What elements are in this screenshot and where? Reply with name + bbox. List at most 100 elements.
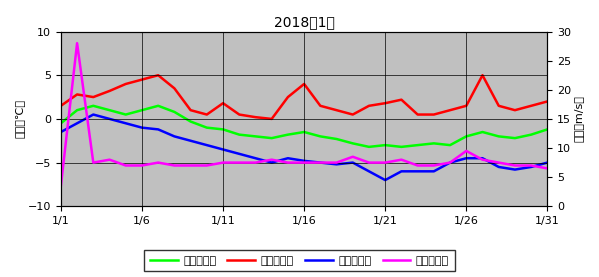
日平均風速 <box>301 161 308 164</box>
日最低気温 <box>301 159 308 163</box>
日最低気温 <box>382 178 389 182</box>
日最高気温 <box>333 109 340 112</box>
日最低気温 <box>90 113 97 116</box>
日最高気温 <box>512 109 519 112</box>
日最低気温 <box>252 157 259 160</box>
Title: 2018年1月: 2018年1月 <box>274 15 335 29</box>
日平均風速 <box>398 158 405 161</box>
日最高気温 <box>155 74 162 77</box>
日最高気温 <box>74 93 81 96</box>
日最高気温 <box>430 113 437 116</box>
日最低気温 <box>219 148 226 151</box>
日最高気温 <box>528 104 535 107</box>
日最高気温 <box>446 109 453 112</box>
日最低気温 <box>495 165 503 169</box>
日最高気温 <box>301 82 308 86</box>
日最低気温 <box>462 157 470 160</box>
日最低気温 <box>203 143 210 147</box>
日最高気温 <box>495 104 503 107</box>
日最低気温 <box>235 152 243 155</box>
日平均風速 <box>138 164 146 167</box>
日平均風速 <box>446 161 453 164</box>
Y-axis label: 気温（℃）: 気温（℃） <box>15 99 25 138</box>
日平均気温 <box>58 122 65 125</box>
日平均気温 <box>74 109 81 112</box>
日平均風速 <box>187 164 194 167</box>
日平均風速 <box>462 149 470 153</box>
日最低気温 <box>512 168 519 171</box>
日最低気温 <box>155 128 162 131</box>
日平均気温 <box>430 142 437 145</box>
日平均気温 <box>187 120 194 123</box>
日最高気温 <box>398 98 405 101</box>
日最高気温 <box>138 78 146 81</box>
日最低気温 <box>528 165 535 169</box>
日平均風速 <box>74 42 81 45</box>
日平均気温 <box>479 130 486 134</box>
日最高気温 <box>382 102 389 105</box>
日平均気温 <box>106 109 113 112</box>
日最高気温 <box>349 113 356 116</box>
日平均気温 <box>365 145 373 148</box>
日平均風速 <box>235 161 243 164</box>
日平均気温 <box>414 143 421 147</box>
Line: 日平均気温: 日平均気温 <box>61 106 547 147</box>
日最低気温 <box>398 170 405 173</box>
日平均気温 <box>544 128 551 131</box>
日平均風速 <box>203 164 210 167</box>
日最低気温 <box>268 161 276 164</box>
日最低気温 <box>479 157 486 160</box>
日平均気温 <box>495 135 503 138</box>
日平均気温 <box>398 145 405 148</box>
日平均気温 <box>317 135 324 138</box>
日最高気温 <box>235 113 243 116</box>
日最低気温 <box>106 117 113 120</box>
Line: 日最高気温: 日最高気温 <box>61 75 547 119</box>
日平均風速 <box>58 184 65 188</box>
日最高気温 <box>171 87 178 90</box>
日最低気温 <box>74 122 81 125</box>
日最低気温 <box>171 135 178 138</box>
Line: 日平均風速: 日平均風速 <box>61 43 547 186</box>
日最低気温 <box>285 157 292 160</box>
日平均気温 <box>512 137 519 140</box>
日平均気温 <box>285 133 292 136</box>
Legend: 日平均気温, 日最高気温, 日最低気温, 日平均風速: 日平均気温, 日最高気温, 日最低気温, 日平均風速 <box>144 250 455 271</box>
日平均風速 <box>544 167 551 170</box>
日平均風速 <box>90 161 97 164</box>
日平均風速 <box>512 164 519 167</box>
日平均風速 <box>479 158 486 161</box>
日平均気温 <box>268 137 276 140</box>
日最低気温 <box>365 170 373 173</box>
日平均風速 <box>382 161 389 164</box>
日最低気温 <box>138 126 146 129</box>
日最高気温 <box>462 104 470 107</box>
日平均風速 <box>333 161 340 164</box>
日最高気温 <box>252 116 259 119</box>
日最高気温 <box>90 95 97 99</box>
日平均気温 <box>528 133 535 136</box>
日平均気温 <box>252 135 259 138</box>
日平均気温 <box>446 143 453 147</box>
日平均気温 <box>122 113 129 116</box>
日平均気温 <box>382 143 389 147</box>
日最低気温 <box>187 139 194 142</box>
日平均風速 <box>528 164 535 167</box>
日最高気温 <box>268 117 276 120</box>
日平均気温 <box>219 128 226 131</box>
日平均気温 <box>138 109 146 112</box>
日最高気温 <box>479 74 486 77</box>
日最高気温 <box>203 113 210 116</box>
日最低気温 <box>349 161 356 164</box>
日平均風速 <box>155 161 162 164</box>
日平均風速 <box>495 161 503 164</box>
日最低気温 <box>430 170 437 173</box>
Line: 日最低気温: 日最低気温 <box>61 115 547 180</box>
日平均気温 <box>155 104 162 107</box>
日平均風速 <box>317 161 324 164</box>
日最高気温 <box>58 104 65 107</box>
日最高気温 <box>365 104 373 107</box>
日最高気温 <box>317 104 324 107</box>
日最低気温 <box>544 161 551 164</box>
日平均風速 <box>106 158 113 161</box>
